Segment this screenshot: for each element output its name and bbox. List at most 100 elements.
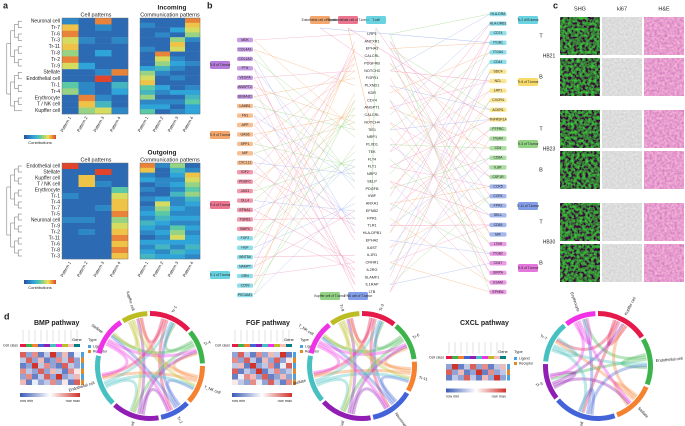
heatmap-cell [256, 374, 262, 380]
node-label: TNFRSF1A [489, 117, 507, 121]
node-label: LTBR [494, 242, 503, 246]
heatmap-cell [62, 379, 68, 385]
heatmap-cell [44, 357, 50, 363]
node-label: IL1RAP [365, 283, 379, 287]
legend-swatch [300, 345, 303, 348]
chord-ribbon [317, 342, 389, 409]
sector-label: Tr-11 [418, 375, 429, 382]
node-pill [489, 50, 507, 55]
edge [253, 115, 356, 278]
dendrogram-branch [18, 59, 22, 67]
cell-class-bar [250, 344, 256, 347]
heatmap-cell [482, 364, 488, 370]
dendrogram-branch [14, 192, 19, 206]
chord-ribbon [102, 371, 198, 383]
edge [319, 27, 491, 43]
node-label: EPHB4 [492, 290, 503, 294]
heatmap-cell [458, 375, 464, 381]
heatmap-cell [155, 163, 171, 168]
sector-label: Tr-2 [176, 416, 184, 425]
heatmap-cell [452, 369, 458, 375]
heatmap-cell [170, 109, 186, 115]
edge [389, 33, 491, 293]
micrograph [644, 17, 684, 55]
heatmap-cell [78, 175, 96, 182]
heatmap-cell [111, 241, 129, 248]
heatmap-cell [140, 215, 156, 221]
node-label: IL6R [494, 165, 502, 169]
heatmap-cell [185, 191, 201, 197]
edge [389, 195, 491, 285]
heatmap-cell [74, 357, 80, 363]
node-pill [237, 170, 253, 175]
chord-ribbon [552, 344, 648, 366]
heatmap-cell [185, 163, 201, 168]
heatmap-cell [26, 363, 32, 369]
heatmap-cell [155, 187, 171, 192]
micrograph [602, 110, 642, 148]
edge [389, 240, 491, 254]
sector-label: Stellate [637, 406, 650, 420]
heatmap-cell [286, 374, 292, 380]
group-box [518, 264, 538, 272]
heatmap-cell [155, 32, 171, 38]
chord-ribbon [588, 364, 648, 415]
heatmap-cell [170, 206, 186, 212]
legend-label: Gene [72, 337, 83, 342]
heatmap-cell [95, 235, 112, 242]
heatmap-cell [95, 75, 112, 83]
node-label: FLT1 [368, 165, 377, 169]
node-pill [489, 146, 507, 151]
node-pill [489, 69, 507, 74]
chord-ribbon [321, 336, 394, 406]
heatmap-frame [139, 162, 201, 260]
edge [389, 186, 491, 204]
heatmap-cell [170, 66, 186, 71]
dendrogram-branch [14, 168, 19, 182]
heatmap-cell [111, 37, 129, 44]
heatmap-cell [446, 369, 452, 375]
heatmap-cell [111, 187, 129, 194]
legend-label: Receptor [519, 361, 534, 365]
heatmap-cell [78, 37, 96, 44]
heatmap-cell [155, 42, 171, 47]
heatmap-cell [62, 205, 79, 212]
row-label: Tr-1 [51, 193, 60, 199]
heatmap-cell [155, 94, 171, 100]
micrograph [560, 110, 600, 148]
row-label: Tr-4 [51, 89, 60, 95]
pathway-title: CXCL pathway [460, 320, 509, 327]
group-label: Tr-9 of T-tumor [209, 133, 231, 137]
chord-ribbon [555, 320, 619, 351]
edge [389, 52, 491, 94]
node-pill [489, 117, 507, 122]
dendrogram-branch [14, 49, 19, 63]
chord-ribbon [577, 320, 632, 404]
node-label: CXCR4 [492, 98, 504, 102]
cell-class-bar [470, 356, 476, 359]
group-label: Tr-6 of T-tumor [517, 80, 539, 84]
edge [253, 92, 356, 277]
pattern-label: Pattern 1 [59, 115, 72, 133]
heatmap-cell [140, 239, 156, 245]
type-bar [507, 369, 510, 375]
chord-ribbon [101, 342, 129, 377]
edge [253, 200, 356, 212]
heatmap-cell [140, 99, 156, 105]
node-label: PLXND1 [365, 84, 380, 88]
node-pill [237, 198, 253, 203]
heatmap-cell [170, 244, 186, 250]
micrograph [560, 151, 600, 189]
heatmap-cell [111, 50, 129, 57]
sample-label: HB21 [543, 53, 556, 59]
dendrogram-branch [10, 30, 15, 57]
pattern-label: Pattern 1 [136, 115, 149, 133]
heatmap-cell [170, 182, 186, 188]
heatmap-cell [482, 369, 488, 375]
group-label: Tr-11 of T-tumor [517, 204, 541, 208]
heatmap-cell [78, 43, 96, 51]
cell-class-bar [20, 344, 26, 347]
node-label: FPR1 [367, 216, 377, 220]
heatmap-title: Cell patterns [81, 157, 112, 163]
heatmap-cell [111, 199, 129, 206]
